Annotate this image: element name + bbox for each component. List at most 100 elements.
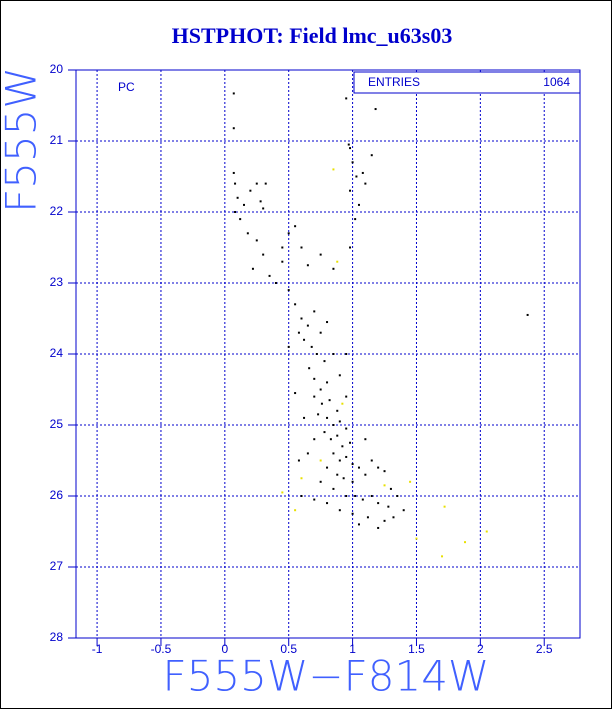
point [441, 555, 444, 558]
point [287, 345, 290, 348]
point [370, 154, 373, 157]
point [281, 260, 284, 263]
point [315, 353, 318, 355]
point [377, 526, 380, 529]
point [294, 392, 297, 395]
point [332, 168, 335, 171]
point [349, 189, 352, 192]
y-tick-label: 23 [50, 275, 64, 289]
point [300, 246, 303, 249]
point [236, 196, 239, 199]
point [349, 441, 352, 444]
point [345, 97, 348, 100]
point [313, 310, 316, 313]
point [300, 477, 303, 480]
point [234, 211, 237, 213]
point [303, 338, 306, 341]
point [361, 171, 364, 174]
point [383, 519, 386, 522]
point [262, 207, 265, 210]
y-tick-label: 27 [50, 559, 64, 573]
point [370, 495, 373, 497]
point [246, 232, 249, 235]
point [262, 253, 265, 256]
point [364, 473, 367, 476]
point [341, 445, 344, 448]
point [323, 431, 326, 434]
point [357, 466, 360, 469]
point [306, 452, 309, 455]
point [392, 516, 395, 519]
point [354, 495, 357, 497]
y-tick-label: 24 [50, 346, 64, 360]
point [347, 143, 350, 146]
y-tick-label: 26 [50, 488, 64, 502]
point [232, 171, 235, 174]
x-tick-label: -1 [92, 642, 103, 656]
point [409, 480, 412, 483]
point [345, 353, 348, 355]
point [338, 509, 341, 512]
point [326, 466, 329, 469]
point [306, 264, 309, 267]
point [234, 182, 237, 185]
point [297, 459, 300, 462]
point [387, 505, 390, 508]
point [239, 218, 242, 221]
point [323, 360, 326, 363]
point [526, 313, 529, 316]
point [294, 509, 297, 512]
point [300, 495, 303, 497]
point [320, 402, 323, 405]
point [336, 260, 339, 263]
point [303, 416, 306, 419]
x-tick-label: -0.5 [151, 642, 172, 656]
point [326, 321, 329, 324]
point [294, 225, 297, 228]
stats-label: ENTRIES [368, 75, 420, 89]
x-tick-label: 2 [477, 642, 484, 656]
point [319, 331, 322, 334]
point [464, 541, 467, 544]
point [255, 182, 258, 185]
point [345, 495, 348, 497]
point [341, 402, 344, 405]
point [351, 161, 354, 164]
point [326, 502, 329, 505]
point [255, 239, 258, 242]
point [338, 459, 341, 462]
point [328, 399, 331, 402]
point [364, 438, 367, 441]
point [338, 374, 341, 377]
point [319, 253, 322, 256]
point [319, 480, 322, 483]
point [349, 147, 352, 150]
point [485, 530, 488, 533]
point [351, 480, 354, 483]
point [313, 438, 316, 441]
point [336, 409, 339, 412]
plot-border [75, 69, 581, 639]
point [383, 484, 386, 487]
point [396, 495, 399, 497]
point [345, 427, 348, 430]
point [294, 303, 297, 306]
y-tick-label: 21 [50, 133, 64, 147]
point [342, 477, 345, 480]
point [308, 367, 311, 370]
point [349, 246, 352, 249]
x-tick-label: 0 [221, 642, 228, 656]
point [274, 282, 277, 284]
point [317, 413, 320, 416]
point [332, 487, 335, 490]
x-axis-label: F555W−F814W [163, 652, 490, 701]
chart-title: HSTPHOT: Field lmc_u63s03 [172, 23, 453, 48]
point [264, 182, 267, 185]
stats-box [353, 71, 581, 94]
y-tick-label: 20 [50, 62, 64, 76]
point [313, 377, 316, 380]
point [287, 289, 290, 292]
point [281, 491, 284, 494]
point [402, 509, 405, 512]
